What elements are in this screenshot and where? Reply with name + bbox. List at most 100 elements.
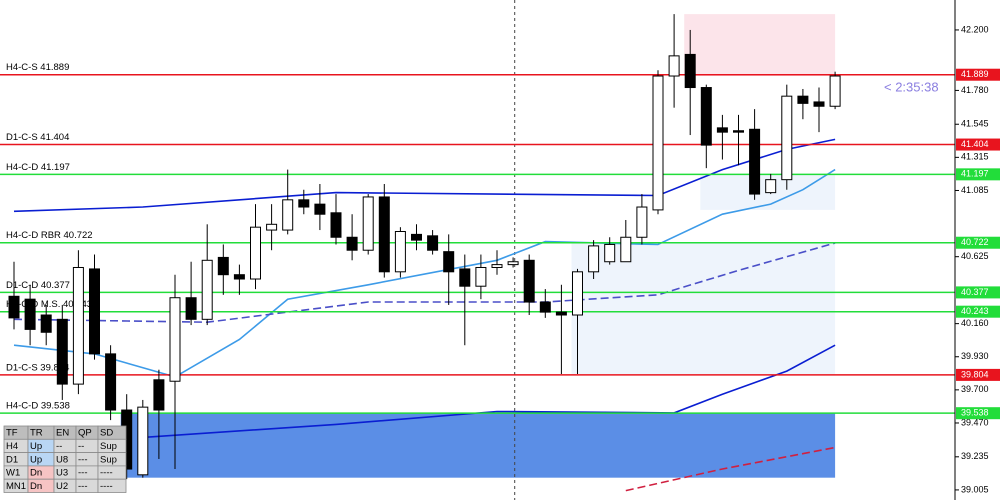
candle-body bbox=[153, 379, 165, 411]
candle-body bbox=[56, 318, 68, 385]
table-text: --- bbox=[78, 468, 88, 479]
candle-body bbox=[378, 196, 390, 273]
candle-body bbox=[604, 243, 616, 263]
price-tag bbox=[956, 407, 1000, 420]
level-label: H4-C-D 41.197 bbox=[6, 162, 70, 173]
table-text: Up bbox=[30, 441, 42, 452]
candle-body bbox=[330, 212, 342, 238]
table-text: --- bbox=[78, 481, 88, 492]
candle-body bbox=[475, 266, 487, 287]
price-tag bbox=[956, 305, 1000, 318]
candle-body bbox=[620, 236, 632, 263]
indicator-line bbox=[625, 446, 836, 492]
price-tag bbox=[956, 286, 1000, 299]
y-tick-label: 39.005 bbox=[961, 484, 989, 494]
price-tag-label: 40.377 bbox=[961, 287, 989, 297]
zone bbox=[120, 412, 836, 478]
level-label: H4-C-D 39.538 bbox=[6, 401, 70, 412]
candle-body bbox=[716, 127, 728, 133]
candle-body bbox=[394, 231, 406, 273]
table-text: MN1 bbox=[6, 481, 26, 492]
y-tick-label: 39.470 bbox=[961, 417, 989, 427]
price-tag bbox=[956, 168, 1000, 181]
candle-body bbox=[362, 196, 374, 251]
candle-body bbox=[24, 298, 36, 330]
y-tick-label: 41.545 bbox=[961, 119, 989, 129]
table-text: SD bbox=[100, 428, 113, 439]
table-text: ---- bbox=[100, 481, 113, 492]
price-tag-label: 40.722 bbox=[961, 237, 989, 247]
table-cell bbox=[97, 478, 127, 493]
candle-body bbox=[411, 233, 422, 241]
candle-body bbox=[40, 314, 52, 333]
candle-body bbox=[105, 353, 117, 411]
y-tick-label: 41.780 bbox=[961, 85, 989, 95]
price-tag-label: 40.243 bbox=[961, 306, 989, 316]
price-tag-label: 41.404 bbox=[961, 139, 989, 149]
level-label: D1-C-S 41.404 bbox=[6, 132, 69, 143]
table-text: EN bbox=[56, 428, 69, 439]
table-text: U2 bbox=[56, 481, 68, 492]
countdown: < 2:35:38 bbox=[884, 79, 939, 94]
candle-body bbox=[459, 268, 471, 287]
candle-body bbox=[137, 406, 149, 476]
table-text: H4 bbox=[6, 441, 18, 452]
table-text: --- bbox=[78, 454, 88, 465]
candle-body bbox=[539, 301, 551, 313]
y-tick-label: 40.160 bbox=[961, 318, 989, 328]
level-label: H4-C-D M.S. 40.243 bbox=[6, 299, 92, 310]
price-tag bbox=[956, 138, 1000, 151]
table-text: U8 bbox=[56, 454, 68, 465]
candle-body bbox=[700, 87, 712, 146]
y-tick-label: 40.625 bbox=[961, 251, 989, 261]
candle-body bbox=[72, 266, 84, 385]
candle-body bbox=[282, 199, 294, 231]
table-text: Sup bbox=[100, 441, 117, 452]
candle-body bbox=[266, 223, 278, 231]
table-text: -- bbox=[56, 441, 62, 452]
candle-body bbox=[233, 274, 245, 280]
zone bbox=[684, 14, 836, 77]
y-tick-label: 41.085 bbox=[961, 185, 989, 195]
candle-body bbox=[733, 130, 744, 133]
zone bbox=[571, 243, 836, 375]
candle-body bbox=[588, 245, 600, 273]
y-tick-label: 41.315 bbox=[961, 152, 989, 162]
candle-body bbox=[781, 95, 793, 181]
price-tag-label: 39.538 bbox=[961, 408, 989, 418]
candle-body bbox=[443, 251, 455, 273]
candle-body bbox=[201, 259, 213, 320]
table-text: Up bbox=[30, 454, 42, 465]
candle-body bbox=[89, 268, 100, 355]
table-text: Dn bbox=[30, 481, 42, 492]
candle-body bbox=[668, 55, 680, 77]
price-tag-label: 41.889 bbox=[961, 69, 989, 79]
y-tick-label: 42.200 bbox=[961, 24, 989, 34]
level-label: D1-C-S 39.804 bbox=[6, 362, 69, 373]
candle-body bbox=[797, 95, 809, 104]
candle-body bbox=[572, 271, 583, 316]
candle-body bbox=[217, 256, 229, 276]
indicator-line bbox=[13, 242, 836, 324]
table-text: D1 bbox=[6, 454, 18, 465]
candle-body bbox=[749, 128, 761, 195]
table-text: -- bbox=[78, 441, 84, 452]
candle-body bbox=[555, 311, 567, 316]
level-label: D1-C-D 40.377 bbox=[6, 280, 70, 291]
candle-body bbox=[250, 226, 261, 280]
candle-body bbox=[8, 295, 20, 319]
candle-body bbox=[314, 203, 326, 215]
y-tick-label: 39.930 bbox=[961, 351, 989, 361]
table-text: Sup bbox=[100, 454, 117, 465]
candle-body bbox=[523, 259, 535, 303]
candle-body bbox=[491, 264, 503, 268]
level-label: H4-C-S 41.889 bbox=[6, 62, 69, 73]
candle-body bbox=[298, 199, 310, 208]
level-label: H4-C-D RBR 40.722 bbox=[6, 230, 93, 241]
candle-body bbox=[427, 235, 439, 251]
table-text: ---- bbox=[100, 468, 113, 479]
candle-body bbox=[185, 297, 197, 320]
candle-body bbox=[829, 75, 841, 107]
candle-body bbox=[507, 261, 519, 266]
